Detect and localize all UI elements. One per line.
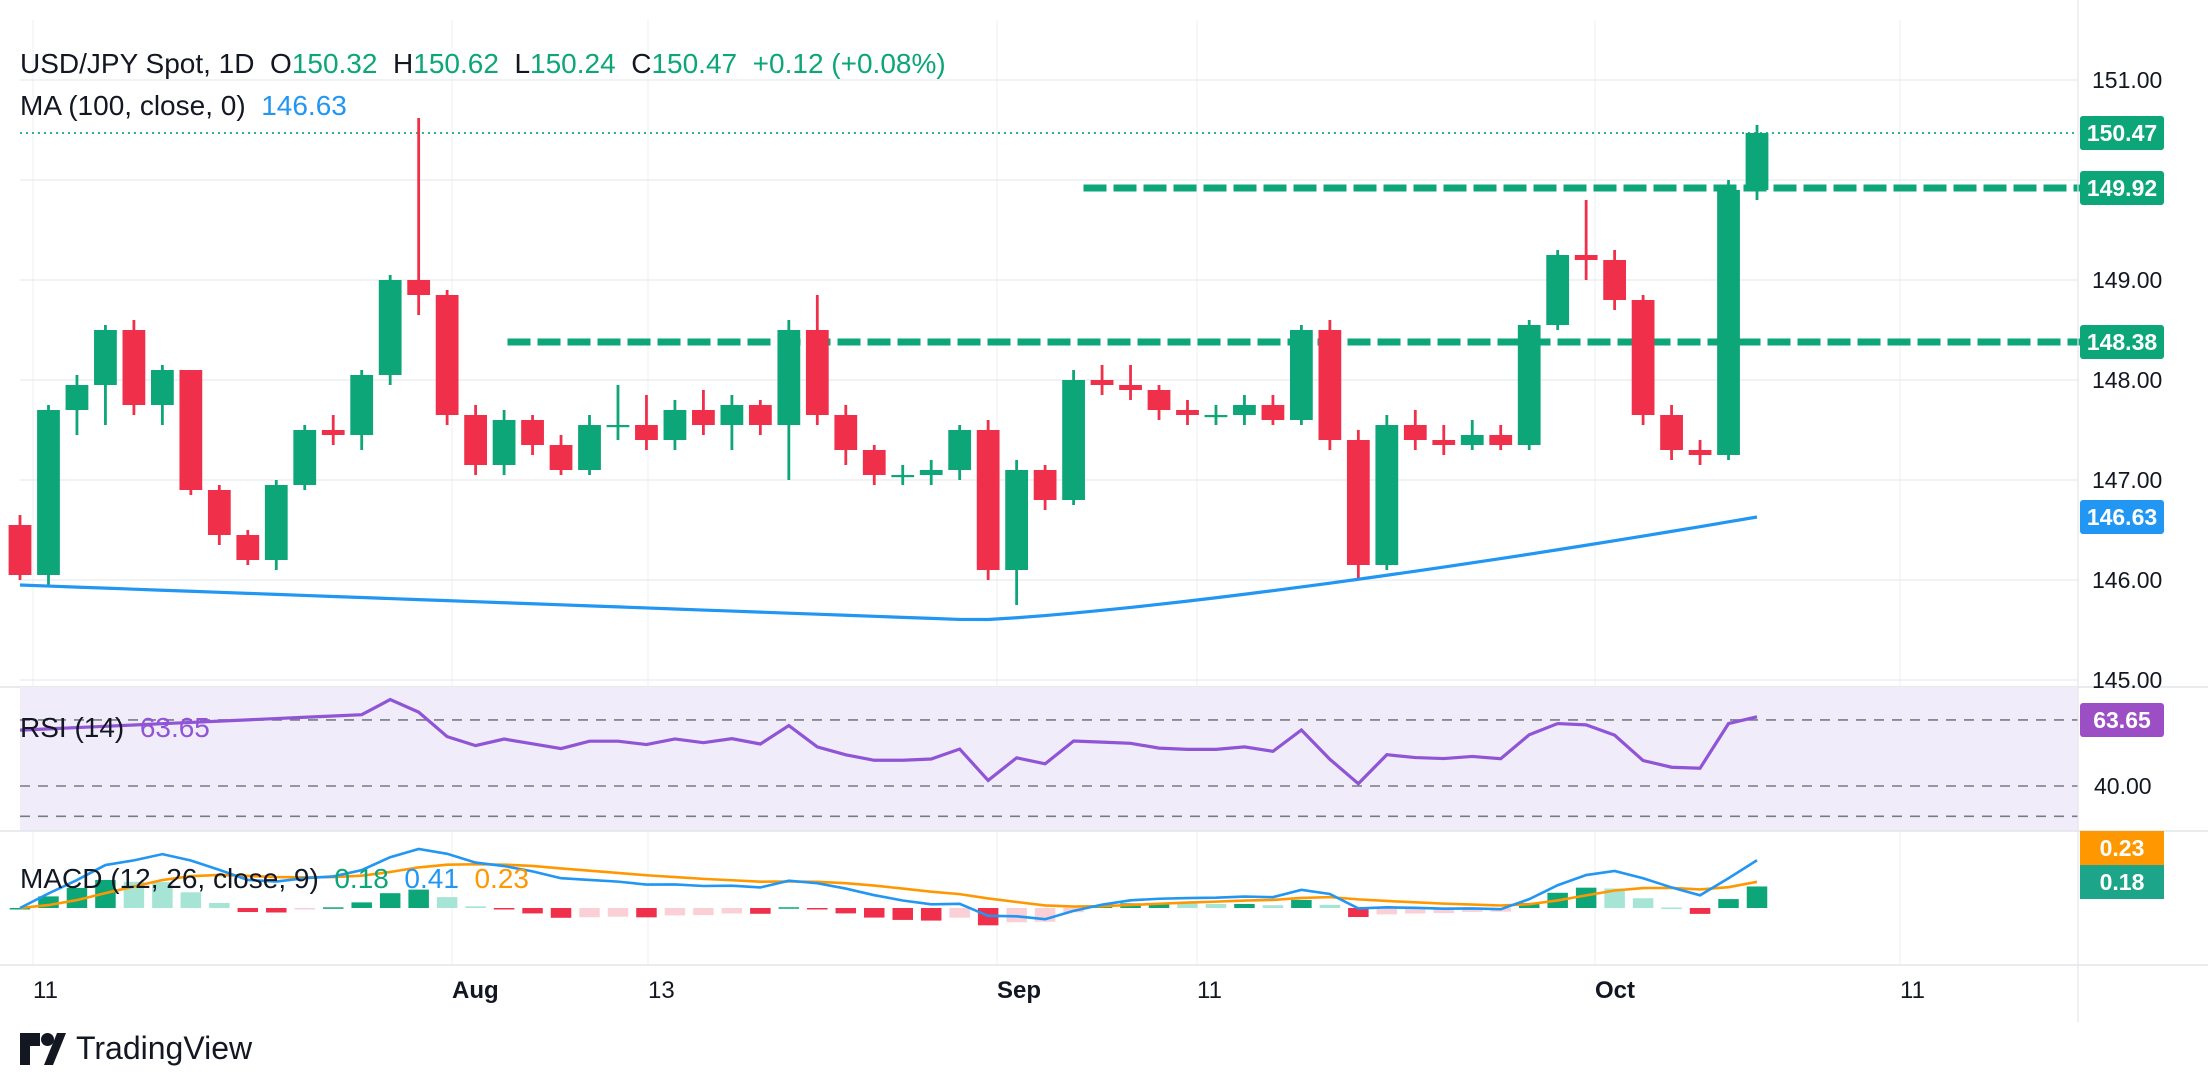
svg-text:150.47: 150.47 <box>2087 120 2157 146</box>
svg-text:40.00: 40.00 <box>2094 773 2152 799</box>
svg-text:147.00: 147.00 <box>2092 467 2162 493</box>
svg-text:0.23: 0.23 <box>2100 835 2145 861</box>
svg-text:13: 13 <box>648 977 675 1004</box>
svg-text:63.65: 63.65 <box>2093 707 2151 733</box>
svg-text:146.63: 146.63 <box>2087 504 2157 530</box>
svg-text:149.00: 149.00 <box>2092 267 2162 293</box>
svg-text:146.00: 146.00 <box>2092 567 2162 593</box>
svg-text:11: 11 <box>33 977 58 1004</box>
svg-text:Oct: Oct <box>1595 977 1635 1004</box>
svg-text:0.18: 0.18 <box>2100 869 2145 895</box>
svg-text:148.00: 148.00 <box>2092 367 2162 393</box>
svg-text:148.38: 148.38 <box>2087 329 2158 355</box>
svg-text:Aug: Aug <box>452 977 499 1004</box>
svg-text:11: 11 <box>1197 977 1222 1004</box>
svg-text:Sep: Sep <box>997 977 1041 1004</box>
svg-text:11: 11 <box>1900 977 1925 1004</box>
svg-text:149.92: 149.92 <box>2087 175 2157 201</box>
svg-text:145.00: 145.00 <box>2092 667 2162 693</box>
svg-text:151.00: 151.00 <box>2092 67 2162 93</box>
